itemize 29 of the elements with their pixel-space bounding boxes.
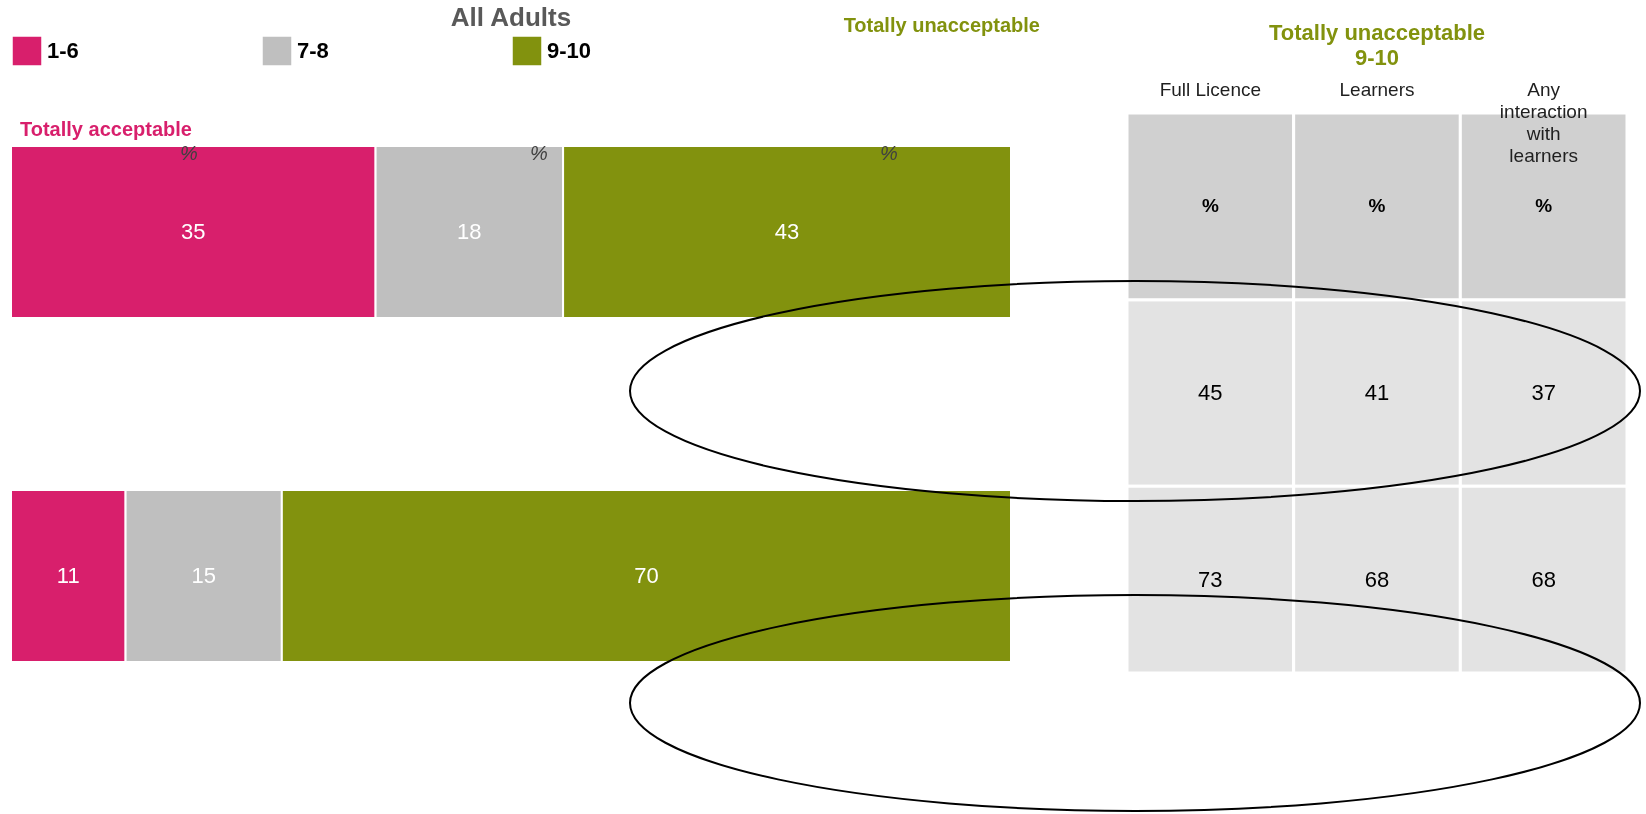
legend-label: 7-8 [297,38,329,63]
data-label: 70 [634,563,659,589]
legend-label: 9-10 [547,38,592,63]
annotation: % [1201,195,1219,217]
legend-label: 1-6 [47,38,79,63]
annotation: % [1368,195,1386,217]
annotation: Totally acceptable [20,118,192,141]
x-tick-label: Full Licence [1159,78,1262,100]
x-tick-label: Any interaction with learners [1499,78,1588,166]
annotation: % [1535,195,1553,217]
data-label: 45 [1198,380,1223,405]
data-label: 43 [774,218,800,244]
data-label: 11 [56,563,80,589]
data-label: 68 [1531,566,1556,592]
chart-title: All Adults [450,2,572,32]
x-tick-label: Learners [1339,78,1415,100]
text: Totally unacceptable [843,14,1040,37]
data-label: 41 [1364,380,1390,405]
annotation: % [180,142,198,165]
data-label: 73 [1198,566,1223,592]
data-label: 35 [181,218,206,244]
data-label: 37 [1531,380,1556,405]
text: Totally unacceptable [1269,20,1485,45]
data-label: 15 [191,563,216,589]
text: 9-10 [1354,45,1400,70]
annotation: % [880,142,898,165]
data-label: 18 [457,218,482,244]
data-label: 68 [1364,566,1390,592]
annotation: % [530,142,548,165]
